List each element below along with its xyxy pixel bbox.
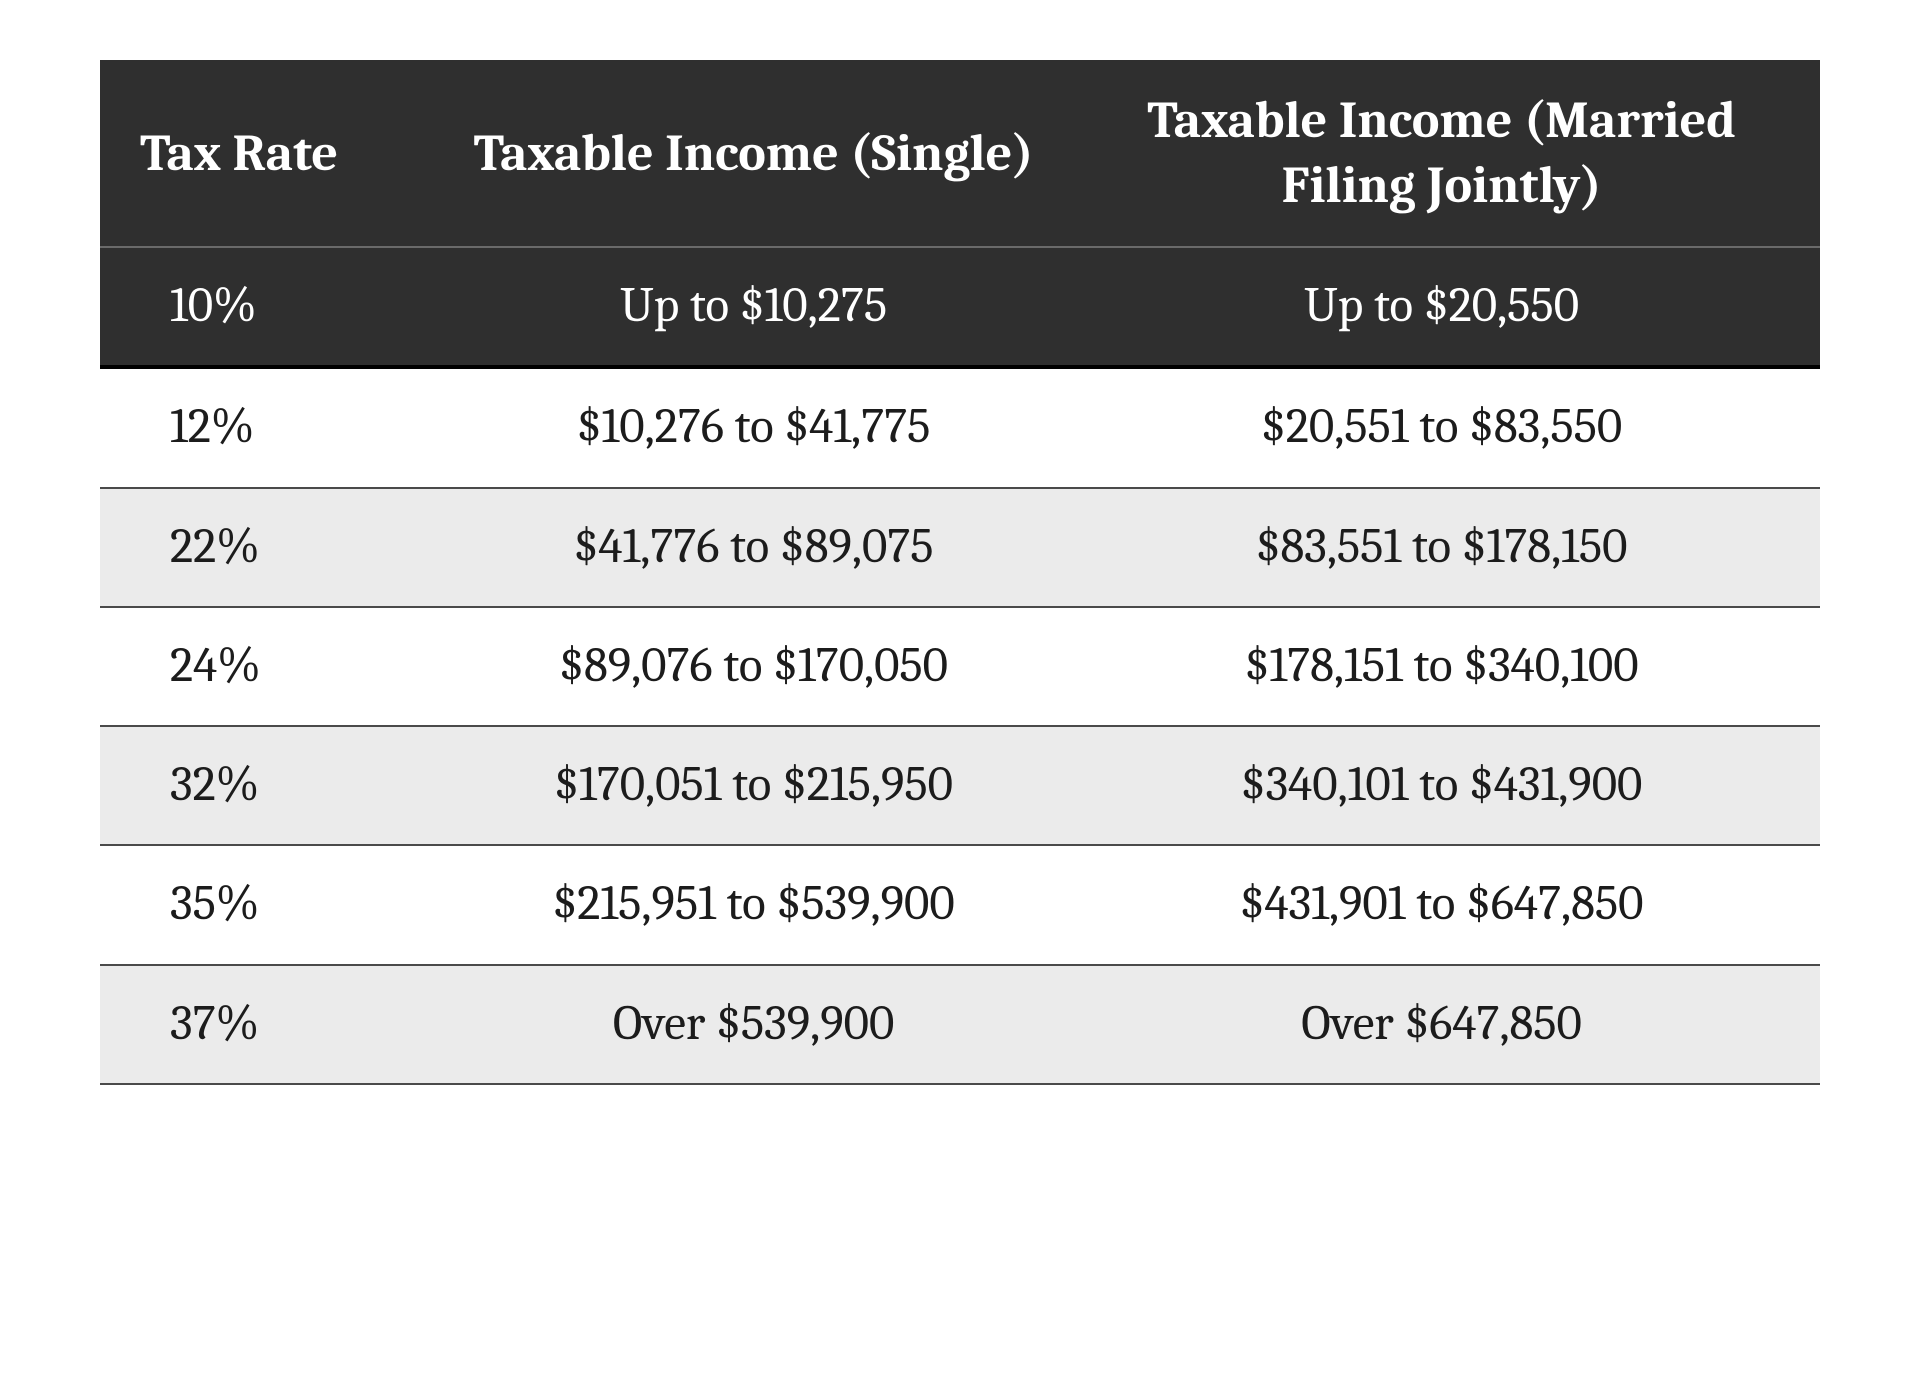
cell-rate: 32% bbox=[100, 726, 444, 845]
cell-single: Over $539,900 bbox=[444, 965, 1063, 1084]
table-row: 24% $89,076 to $170,050 $178,151 to $340… bbox=[100, 607, 1820, 726]
cell-rate: 12% bbox=[100, 367, 444, 487]
cell-rate: 35% bbox=[100, 845, 444, 964]
cell-single: $41,776 to $89,075 bbox=[444, 488, 1063, 607]
col-header-single: Taxable Income (Single) bbox=[444, 60, 1063, 247]
cell-single: $215,951 to $539,900 bbox=[444, 845, 1063, 964]
cell-rate: 37% bbox=[100, 965, 444, 1084]
cell-married: $431,901 to $647,850 bbox=[1063, 845, 1820, 964]
cell-married: $83,551 to $178,150 bbox=[1063, 488, 1820, 607]
cell-married: Over $647,850 bbox=[1063, 965, 1820, 1084]
table-row: 10% Up to $10,275 Up to $20,550 bbox=[100, 247, 1820, 367]
table-row: 22% $41,776 to $89,075 $83,551 to $178,1… bbox=[100, 488, 1820, 607]
table-row: 37% Over $539,900 Over $647,850 bbox=[100, 965, 1820, 1084]
cell-rate: 10% bbox=[100, 247, 444, 367]
cell-rate: 22% bbox=[100, 488, 444, 607]
cell-married: Up to $20,550 bbox=[1063, 247, 1820, 367]
cell-married: $178,151 to $340,100 bbox=[1063, 607, 1820, 726]
col-header-married: Taxable Income (Married Filing Jointly) bbox=[1063, 60, 1820, 247]
cell-single: $10,276 to $41,775 bbox=[444, 367, 1063, 487]
table-row: 12% $10,276 to $41,775 $20,551 to $83,55… bbox=[100, 367, 1820, 487]
col-header-rate: Tax Rate bbox=[100, 60, 444, 247]
cell-rate: 24% bbox=[100, 607, 444, 726]
cell-married: $340,101 to $431,900 bbox=[1063, 726, 1820, 845]
cell-single: $170,051 to $215,950 bbox=[444, 726, 1063, 845]
cell-married: $20,551 to $83,550 bbox=[1063, 367, 1820, 487]
table-row: 35% $215,951 to $539,900 $431,901 to $64… bbox=[100, 845, 1820, 964]
tax-brackets-table: Tax Rate Taxable Income (Single) Taxable… bbox=[100, 60, 1820, 1085]
cell-single: Up to $10,275 bbox=[444, 247, 1063, 367]
cell-single: $89,076 to $170,050 bbox=[444, 607, 1063, 726]
table-row: 32% $170,051 to $215,950 $340,101 to $43… bbox=[100, 726, 1820, 845]
table-header-row: Tax Rate Taxable Income (Single) Taxable… bbox=[100, 60, 1820, 247]
